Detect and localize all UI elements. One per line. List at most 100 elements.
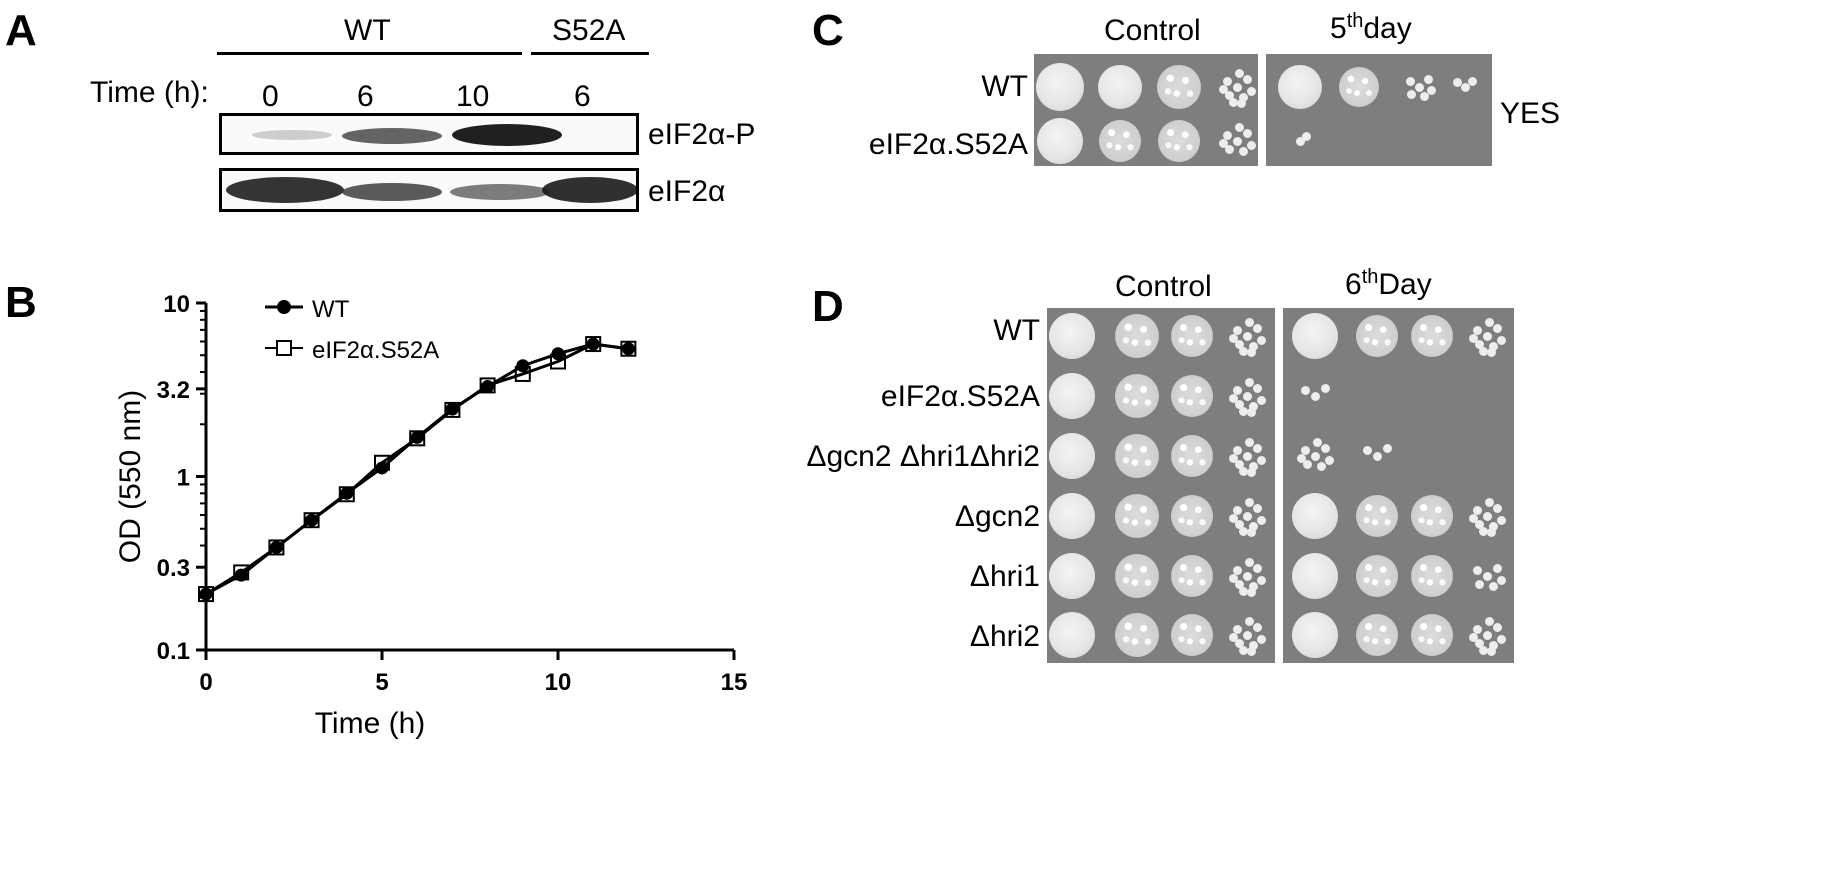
d-s52a-control-4-colony: [1244, 377, 1254, 387]
legend-label-s52a: eIF2α.S52A: [312, 337, 439, 364]
d-hri2-day-4-colony: [1474, 638, 1484, 648]
d-s52a-control-4-colony: [1234, 399, 1244, 409]
d-hri1-control-3: [1171, 555, 1213, 597]
d-wt-day-4-colony: [1482, 331, 1492, 341]
y-tick-label: 10: [163, 291, 190, 318]
d-row-hri2: Δhri2: [969, 620, 1040, 653]
d-hri2-day-4-colony: [1486, 646, 1496, 656]
d-gcn2-control-4-colony: [1252, 503, 1262, 513]
d-s52a-day-1-colony: [1310, 391, 1320, 401]
time-0: 0: [262, 80, 279, 113]
d-wt-control-4-colony: [1246, 347, 1256, 357]
d-wt-day-4-colony: [1474, 339, 1484, 349]
d-hri2-day-2: [1356, 614, 1398, 656]
series-line-s52a: [205, 342, 629, 596]
point-wt: [305, 513, 319, 527]
d-triple-control-4-colony: [1248, 461, 1258, 471]
d-s52a-control-4-colony: [1242, 391, 1252, 401]
d-wt-control-4-colony: [1238, 346, 1248, 356]
d-triple-day-1-colony: [1316, 461, 1326, 471]
d-hri2-control-3: [1171, 614, 1213, 656]
d-hri2-control-1: [1049, 612, 1095, 658]
d-s52a-control-1: [1049, 373, 1095, 419]
d-gcn2-control-4-colony: [1242, 511, 1252, 521]
d-row-s52a: eIF2α.S52A: [880, 380, 1040, 413]
point-s52a: [550, 353, 566, 370]
c-wt-day-2: [1339, 67, 1379, 107]
d-gcn2-control-4-colony: [1256, 515, 1266, 525]
d-triple-control-2: [1115, 434, 1159, 478]
legend-marker-s52a: [276, 340, 292, 356]
d-triple-day-1-colony: [1302, 459, 1312, 469]
c-wt-control-2: [1098, 65, 1142, 109]
d-hri2-day-4-colony: [1492, 622, 1502, 632]
d-triple-control-4-colony: [1238, 466, 1248, 476]
d-gcn2-day-4-colony: [1486, 527, 1496, 537]
d-triple-control-3: [1171, 435, 1213, 477]
point-s52a: [444, 401, 461, 418]
c-s52a-control-4-colony: [1242, 128, 1252, 138]
d-hri2-day-1: [1292, 612, 1338, 658]
d-wt-control-2: [1115, 314, 1159, 358]
d-hri2-control-4-colony: [1256, 634, 1266, 644]
d-gcn2-day-4-colony: [1472, 505, 1482, 515]
c-day-sup: th: [1346, 10, 1364, 32]
c-s52a-control-4-colony: [1238, 146, 1248, 156]
point-s52a: [620, 340, 637, 357]
d-triple-day-1-colony: [1312, 437, 1322, 447]
c-s52a-control-1: [1037, 118, 1083, 164]
point-s52a: [374, 454, 390, 471]
d-triple-control-1: [1049, 433, 1095, 479]
y-tick-label: 1: [177, 465, 190, 492]
panel-a-letter: A: [5, 6, 37, 55]
x-tick-label: 5: [375, 669, 388, 696]
legend-marker-wt: [277, 300, 291, 314]
c-wt-day-4-colony: [1460, 82, 1470, 92]
point-s52a: [409, 430, 426, 447]
d-hri2-control-4-colony: [1244, 616, 1254, 626]
d-triple-day-2-colony: [1362, 445, 1372, 455]
c-wt-control-4-colony: [1236, 98, 1246, 108]
c-wt-day-3-colony: [1427, 86, 1437, 96]
d-hri1-control-4-colony: [1246, 587, 1256, 597]
d-triple-day-2-colony: [1382, 443, 1392, 453]
c-s52a-control-4-colony: [1224, 144, 1234, 154]
c-wt-control-4-colony: [1232, 82, 1242, 92]
point-wt: [516, 359, 530, 373]
d-hri2-day-4-colony: [1482, 630, 1492, 640]
x-tick-label: 0: [199, 669, 212, 696]
band-total-4: [542, 177, 636, 203]
x-tick-label: 10: [545, 669, 572, 696]
d-gcn2-day-4-colony: [1492, 503, 1502, 513]
c-wt-control-4-colony: [1238, 92, 1248, 102]
band-total-1: [226, 177, 344, 203]
d-wt-day-4-colony: [1468, 333, 1478, 343]
d-row-wt: WT: [993, 314, 1040, 347]
band-wt-0h: [252, 130, 332, 140]
d-gcn2-day-4-colony: [1478, 526, 1488, 536]
d-triple-day-1-colony: [1310, 451, 1320, 461]
d-hri1-day-4-colony: [1472, 565, 1482, 575]
d-gcn2-day-3: [1411, 495, 1453, 537]
d-triple-control-4-colony: [1256, 455, 1266, 465]
d-hri1-day-4-colony: [1492, 563, 1502, 573]
d-wt-control-4-colony: [1242, 331, 1252, 341]
c-wt-control-4-colony: [1228, 97, 1238, 107]
d-gcn2-control-4-colony: [1234, 519, 1244, 529]
d-triple-control-4-colony: [1234, 459, 1244, 469]
y-tick-label: 0.1: [157, 638, 190, 665]
d-hri2-control-2: [1115, 613, 1159, 657]
d-wt-control-1: [1049, 313, 1095, 359]
point-s52a: [338, 486, 355, 503]
time-6: 6: [357, 80, 374, 113]
c-s52a-control-4-colony: [1234, 122, 1244, 132]
point-s52a: [303, 512, 320, 529]
c-wt-control-4-colony: [1222, 76, 1232, 86]
d-gcn2-control-4-colony: [1248, 521, 1258, 531]
point-wt: [445, 402, 459, 416]
plate-d: [1047, 308, 1514, 663]
d-triple-day-2-colony: [1372, 451, 1382, 461]
d-gcn2-day-2: [1356, 495, 1398, 537]
c-wt-day-3-colony: [1407, 89, 1417, 99]
c-s52a-day-1-colony: [1295, 136, 1305, 146]
